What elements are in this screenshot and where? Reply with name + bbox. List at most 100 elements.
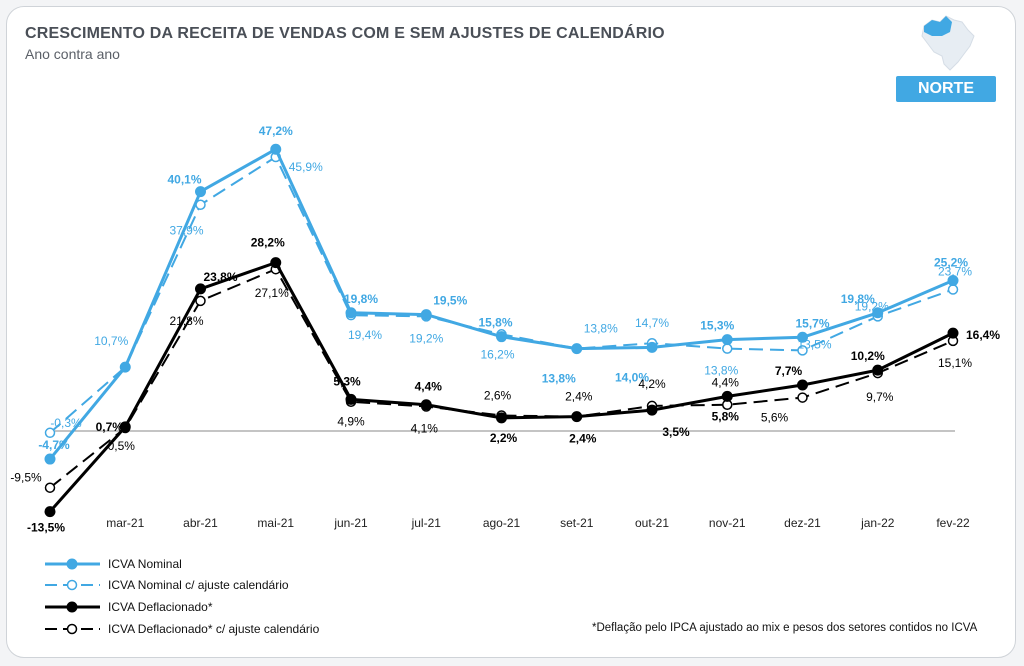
data-point [195, 283, 206, 295]
data-point [270, 143, 282, 155]
series-line-2 [48, 261, 954, 513]
data-label: 9,7% [866, 390, 894, 404]
data-point [797, 392, 808, 403]
data-label: 45,9% [289, 160, 323, 174]
series-line-3 [49, 268, 954, 489]
data-point [44, 482, 56, 493]
data-label: 5,3% [333, 374, 361, 388]
data-label: -0,3% [50, 416, 82, 430]
data-label: 37,9% [169, 224, 203, 238]
data-point [119, 361, 131, 373]
data-label: 13,8% [704, 364, 738, 378]
data-point [571, 343, 583, 355]
data-label: 2,4% [569, 432, 597, 446]
data-label: 3,5% [662, 425, 690, 439]
data-point [119, 421, 131, 433]
data-point [345, 393, 357, 405]
data-label: 19,8% [841, 292, 875, 306]
data-point [571, 411, 583, 423]
data-label: 13,8% [542, 372, 576, 386]
data-point [722, 343, 733, 354]
x-tick-label: set-21 [560, 516, 594, 530]
legend-marker [66, 601, 78, 613]
data-label: 7,7% [775, 364, 803, 378]
x-tick-label: abr-21 [183, 516, 218, 530]
data-label: 15,1% [938, 356, 972, 370]
data-label: 19,5% [433, 294, 467, 308]
data-point [646, 404, 658, 416]
data-label: 0,7% [96, 420, 124, 434]
data-point [44, 506, 56, 518]
data-label: 4,9% [337, 415, 365, 429]
chart-title: CRESCIMENTO DA RECEITA DE VENDAS COM E S… [25, 25, 665, 42]
x-tick-label: nov-21 [709, 516, 746, 530]
x-tick-label: jul-21 [411, 516, 442, 530]
data-label: 4,4% [712, 376, 740, 390]
data-label: 19,2% [855, 299, 889, 313]
data-label: -13,5% [27, 521, 65, 535]
chart-subtitle: Ano contra ano [25, 46, 120, 62]
data-label: 5,6% [761, 411, 789, 425]
legend-marker [66, 579, 78, 591]
data-label: 19,2% [409, 331, 443, 345]
data-point [947, 275, 959, 287]
data-label: 25,2% [934, 256, 968, 270]
data-point [496, 331, 507, 343]
data-point [195, 295, 206, 307]
data-point [947, 284, 959, 295]
region-badge: NORTE [896, 76, 996, 102]
data-label: 23,7% [938, 265, 972, 279]
chart-card [6, 6, 1016, 658]
data-point [797, 345, 808, 356]
data-point [195, 186, 206, 198]
x-tick-label: dez-21 [784, 516, 821, 530]
data-label: 5,8% [712, 409, 740, 423]
data-point [44, 453, 56, 465]
data-label: 14,0% [615, 370, 649, 384]
data-label: 4,2% [638, 377, 666, 391]
x-tick-label: ago-21 [483, 516, 521, 530]
data-point [872, 364, 884, 376]
data-label: 0,5% [108, 439, 136, 453]
legend-marker [66, 623, 78, 635]
data-label: 2,2% [490, 431, 518, 445]
data-label: 21,8% [169, 314, 203, 328]
legend-label: ICVA Nominal [108, 557, 182, 571]
data-label: 2,6% [484, 388, 512, 402]
data-label: 47,2% [259, 124, 293, 138]
data-point [345, 307, 357, 319]
data-label: 40,1% [167, 173, 201, 187]
data-label: 4,1% [411, 422, 439, 436]
brazil-map-icon [921, 15, 975, 71]
data-label: 15,8% [478, 316, 512, 330]
x-tick-label: mai-21 [257, 516, 294, 530]
x-tick-label: jun-21 [333, 516, 368, 530]
footnote: *Deflação pelo IPCA ajustado ao mix e pe… [592, 622, 978, 634]
data-label: 23,8% [203, 270, 237, 284]
data-label: 16,2% [480, 347, 514, 361]
data-label: -9,5% [10, 471, 42, 485]
legend-label: ICVA Deflacionado* c/ ajuste calendário [108, 622, 320, 636]
data-label: 13,5% [797, 337, 831, 351]
data-label: 14,7% [635, 316, 669, 330]
legend-label: ICVA Nominal c/ ajuste calendário [108, 578, 289, 592]
x-tick-label: fev-22 [936, 516, 970, 530]
data-point [646, 341, 658, 353]
data-point [721, 334, 733, 346]
data-label: 15,7% [795, 316, 829, 330]
legend-label: ICVA Deflacionado* [108, 600, 213, 614]
data-label: 19,4% [348, 328, 382, 342]
data-point [270, 257, 282, 269]
data-label: 15,3% [700, 319, 734, 333]
data-label: -4,7% [38, 438, 70, 452]
data-label: 2,4% [565, 390, 593, 404]
data-label: 10,7% [94, 334, 128, 348]
x-tick-label: mar-21 [106, 516, 144, 530]
x-tick-label: out-21 [635, 516, 669, 530]
data-point [496, 412, 507, 424]
data-label: 27,1% [255, 286, 289, 300]
data-label: 10,2% [851, 349, 885, 363]
data-label: 16,4% [966, 328, 1000, 342]
data-point [44, 427, 56, 439]
